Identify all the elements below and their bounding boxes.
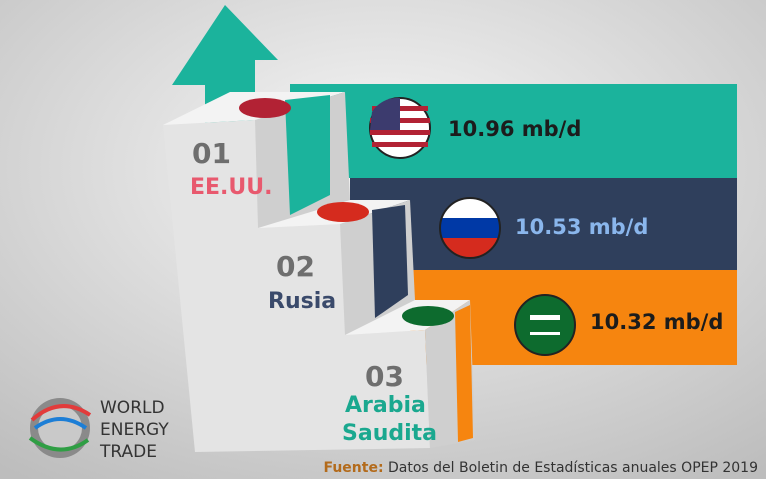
logo-text: WORLD xyxy=(100,398,165,418)
logo xyxy=(28,398,92,458)
rank: 02 xyxy=(276,250,315,283)
source-text: Datos del Boletin de Estadísticas anuale… xyxy=(388,460,758,476)
value: 10.96 mb/d xyxy=(448,117,581,141)
band-russia xyxy=(350,178,737,270)
country: Rusia xyxy=(268,289,336,314)
rank: 03 xyxy=(365,360,404,393)
source-label: Fuente: xyxy=(323,460,383,476)
flag-usa xyxy=(369,97,431,159)
rank: 01 xyxy=(192,137,231,170)
country: EE.UU. xyxy=(190,175,273,200)
country: Saudita xyxy=(342,421,437,446)
flag-saudi xyxy=(514,294,576,356)
value: 10.32 mb/d xyxy=(590,310,723,334)
arrow xyxy=(455,305,473,442)
flag-icon xyxy=(402,306,454,326)
stairs-front xyxy=(163,120,430,452)
arrow xyxy=(372,205,408,318)
band-usa xyxy=(290,84,737,178)
value: 10.53 mb/d xyxy=(515,215,648,239)
logo-text: TRADE xyxy=(99,442,157,462)
flag-icon xyxy=(239,98,291,118)
flag-icon xyxy=(317,202,369,222)
arrow xyxy=(285,95,330,215)
flag-russia xyxy=(439,197,501,259)
country: Arabia xyxy=(345,393,426,418)
source: Fuente: Datos del Boletin de Estadística… xyxy=(323,460,758,476)
logo-text: ENERGY xyxy=(100,420,169,440)
